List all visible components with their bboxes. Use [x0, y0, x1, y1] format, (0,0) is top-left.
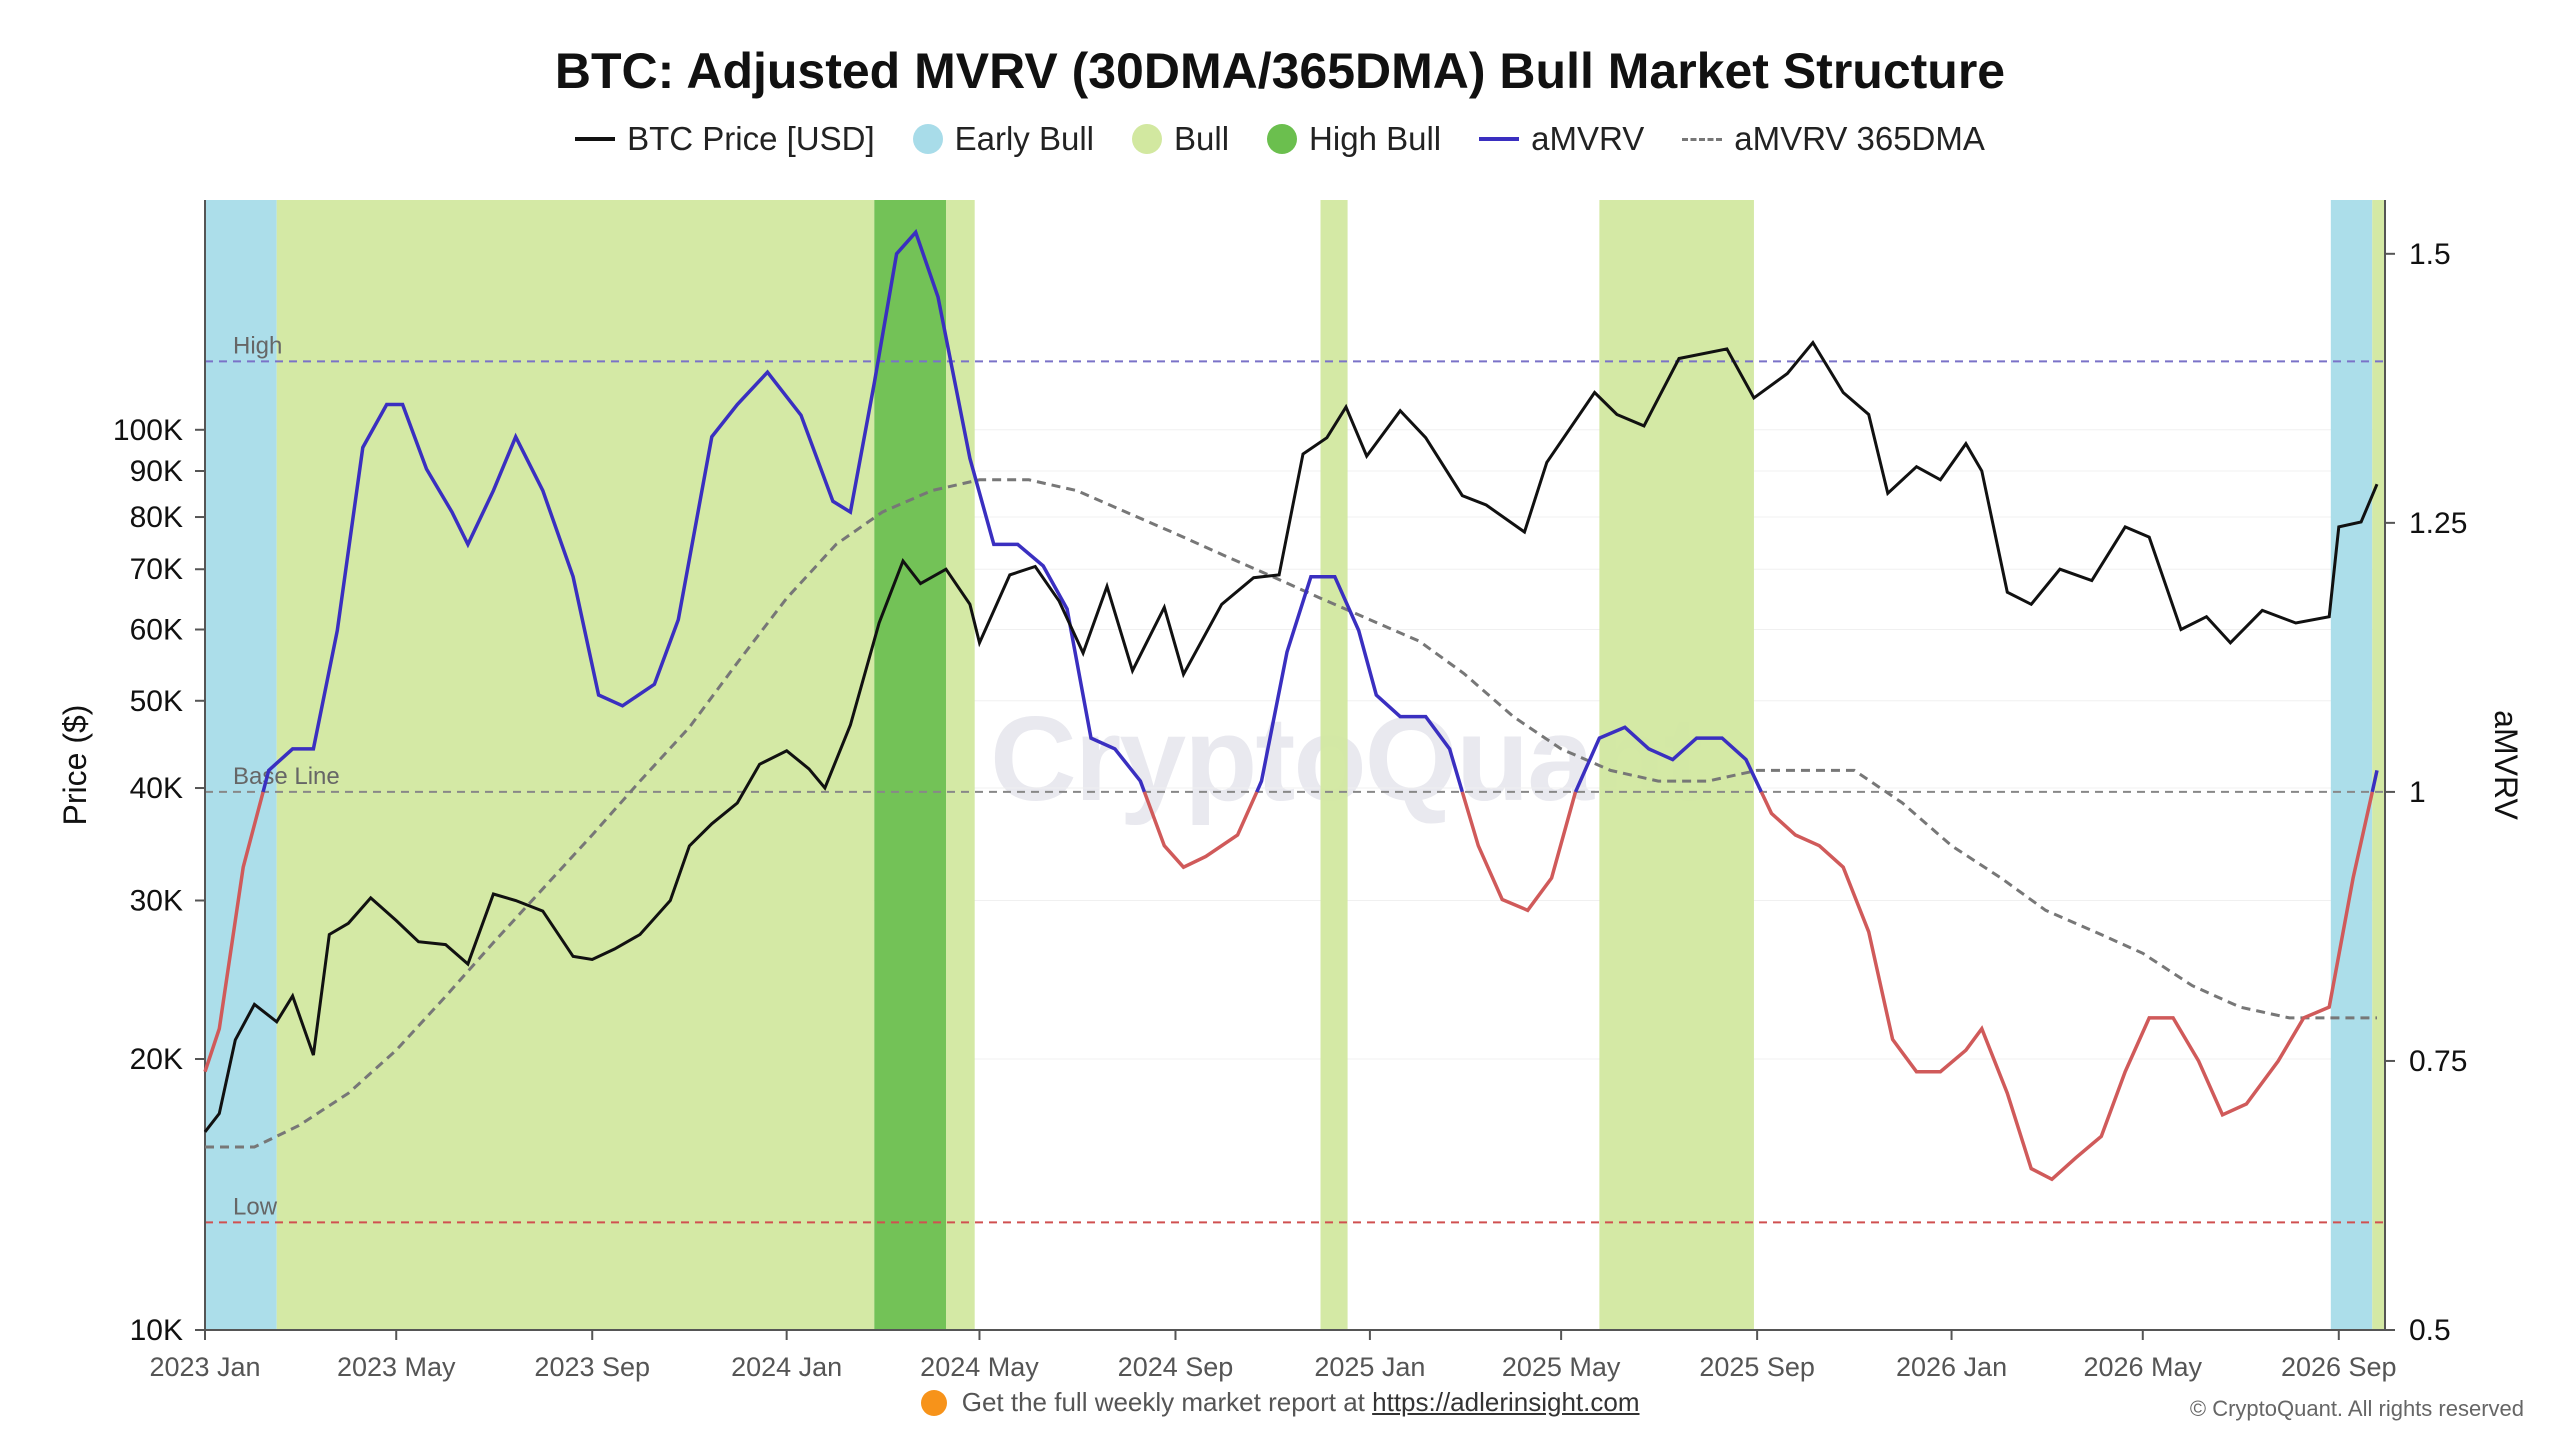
bitcoin-icon: [920, 1390, 947, 1416]
legend-btc-price-swatch: [575, 137, 616, 141]
legend-btc-price-label: BTC Price [USD]: [627, 120, 875, 157]
legend-amvrv-365dma[interactable]: aMVRV 365DMA: [1682, 120, 1985, 158]
y-right-tick-label-2: 1: [2409, 776, 2426, 809]
reference-label-low: Low: [233, 1193, 278, 1220]
legend-high-bull-label: High Bull: [1309, 120, 1442, 157]
legend-early-bull-label: Early Bull: [954, 120, 1095, 157]
x-tick-label-6: 2025 Jan: [1314, 1352, 1425, 1382]
legend-high-bull-swatch: [1267, 124, 1298, 154]
series-amvrv-segment-3: [1255, 574, 1464, 793]
footer: Get the full weekly market report at htt…: [0, 1387, 2560, 1418]
series-amvrv-segment-1: [261, 228, 1147, 793]
legend-amvrv-365dma-swatch: [1682, 137, 1723, 141]
series-amvrv-segment-2: [1142, 791, 1259, 870]
y-left-tick-label-1: 20K: [130, 1043, 183, 1076]
legend-early-bull-swatch: [912, 124, 943, 154]
regime-bull-7: [2372, 200, 2385, 1330]
legend-amvrv-365dma-label: aMVRV 365DMA: [1734, 120, 1985, 157]
regime-bull-3: [946, 200, 975, 1330]
x-tick-label-0: 2023 Jan: [149, 1352, 260, 1382]
series-amvrv-segment-0: [203, 791, 265, 1073]
series-amvrv-segment-6: [1759, 791, 2375, 1182]
legend-bull[interactable]: Bull: [1132, 120, 1229, 158]
series-btc-price: [203, 340, 2379, 1133]
x-tick-label-11: 2026 Sep: [2281, 1352, 2397, 1382]
x-tick-label-5: 2024 Sep: [1118, 1352, 1234, 1382]
legend-amvrv[interactable]: aMVRV: [1479, 120, 1644, 158]
y-left-tick-label-2: 30K: [130, 884, 183, 917]
x-tick-label-3: 2024 Jan: [731, 1352, 842, 1382]
reference-label-base-line: Base Line: [233, 763, 340, 790]
regime-bull-1: [276, 200, 875, 1330]
y-right-tick-label-1: 0.75: [2409, 1045, 2467, 1078]
y-left-tick-label-3: 40K: [130, 772, 183, 805]
y-left-tick-label-0: 10K: [130, 1314, 183, 1347]
legend-amvrv-swatch: [1479, 137, 1520, 141]
chart-legend: BTC Price [USD] Early Bull Bull High Bul…: [0, 120, 2560, 158]
legend-amvrv-label: aMVRV: [1531, 120, 1645, 157]
series-amvrv-365dma: [205, 478, 2377, 1149]
x-tick-label-4: 2024 May: [920, 1352, 1039, 1382]
legend-bull-label: Bull: [1174, 120, 1230, 157]
y-left-tick-label-6: 70K: [130, 553, 183, 586]
legend-high-bull[interactable]: High Bull: [1267, 120, 1441, 158]
x-tick-label-1: 2023 May: [337, 1352, 456, 1382]
legend-early-bull[interactable]: Early Bull: [912, 120, 1095, 158]
regime-early-bull-6: [2330, 200, 2373, 1330]
reference-label-high: High: [233, 332, 282, 359]
y-right-tick-label-3: 1.25: [2409, 507, 2467, 540]
footer-link[interactable]: https://adlerinsight.com: [1372, 1387, 1640, 1417]
series-amvrv-segment-5: [1573, 725, 1763, 793]
y-axis-left-title: Price ($): [57, 705, 93, 826]
y-left-tick-label-7: 80K: [130, 501, 183, 534]
series-amvrv-segment-7: [2370, 770, 2379, 793]
regime-bull-5: [1599, 200, 1754, 1330]
copyright: © CryptoQuant. All rights reserved: [2189, 1396, 2524, 1421]
regime-bull-4: [1320, 200, 1348, 1330]
legend-bull-swatch: [1132, 124, 1163, 154]
y-left-tick-label-8: 90K: [130, 455, 183, 488]
y-axis-right-title: aMVRV: [2488, 710, 2524, 820]
chart-title: BTC: Adjusted MVRV (30DMA/365DMA) Bull M…: [554, 43, 2006, 99]
footer-text: Get the full weekly market report at: [961, 1387, 1365, 1417]
legend-btc-price[interactable]: BTC Price [USD]: [575, 120, 875, 158]
series-amvrv-segment-4: [1460, 791, 1578, 913]
y-right-tick-label-4: 1.5: [2409, 238, 2451, 271]
x-tick-label-7: 2025 May: [1502, 1352, 1621, 1382]
x-tick-label-9: 2026 Jan: [1896, 1352, 2007, 1382]
regime-high-bull-2: [874, 200, 947, 1330]
y-left-tick-label-5: 60K: [130, 614, 183, 647]
x-tick-label-8: 2025 Sep: [1699, 1352, 1815, 1382]
y-left-tick-label-4: 50K: [130, 685, 183, 718]
y-left-tick-label-9: 100K: [113, 414, 183, 447]
x-tick-label-10: 2026 May: [2083, 1352, 2202, 1382]
y-right-tick-label-0: 0.5: [2409, 1314, 2451, 1347]
x-tick-label-2: 2023 Sep: [534, 1352, 650, 1382]
